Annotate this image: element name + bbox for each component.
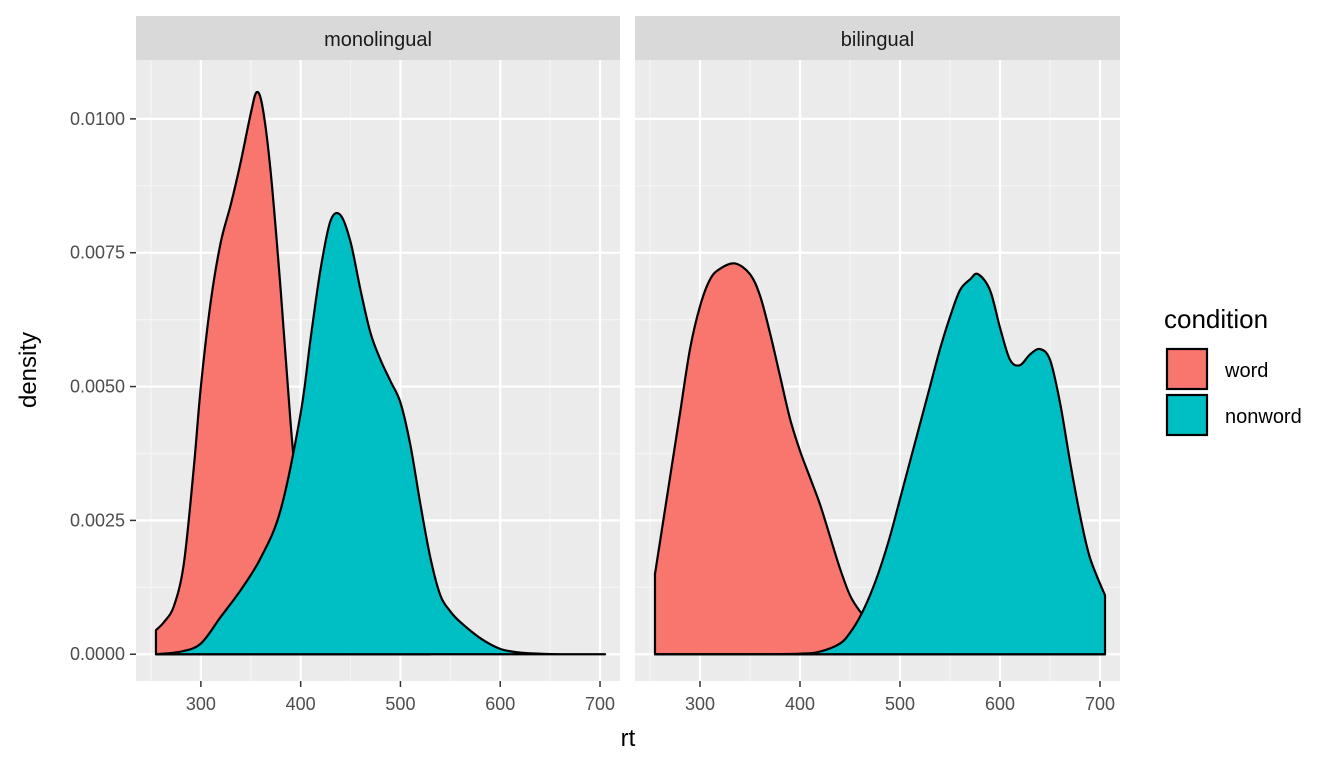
x-tick-label: 500 <box>385 694 415 714</box>
y-tick-label: 0.0050 <box>70 377 125 397</box>
y-tick-label: 0.0025 <box>70 510 125 530</box>
density-areas-bilingual <box>653 262 1107 656</box>
x-tick-label: 400 <box>286 694 316 714</box>
x-tick-label: 700 <box>1085 694 1115 714</box>
y-axis-title: density <box>15 332 42 408</box>
strip-background-bilingual <box>635 16 1120 60</box>
density-area-nonword-monolingual <box>154 211 607 656</box>
panel-monolingual: monolingual <box>136 16 620 681</box>
axes: 300 400 500 600 700 0.0000 0.0025 0.0050 0.0075 0… <box>70 109 1115 714</box>
density-area-nonword-bilingual <box>653 272 1107 656</box>
legend-swatch-nonword <box>1165 393 1209 437</box>
strip-background-monolingual <box>136 16 620 60</box>
x-tick-label: 300 <box>186 694 216 714</box>
x-tick-label: 300 <box>685 694 715 714</box>
legend-entries: word nonword <box>1165 347 1302 437</box>
y-tick-label: 0.0000 <box>70 644 125 664</box>
legend-swatch-word <box>1165 347 1209 391</box>
x-tick-label: 600 <box>985 694 1015 714</box>
strip-label-monolingual: monolingual <box>324 29 432 51</box>
panel-bilingual: bilingual <box>635 16 1120 681</box>
y-tick-label: 0.0100 <box>70 109 125 129</box>
strip-label-bilingual: bilingual <box>841 29 914 51</box>
legend-item-word: word <box>1165 347 1268 391</box>
x-axis-title: rt <box>621 725 636 752</box>
legend-label-word: word <box>1224 360 1268 382</box>
legend-title: condition <box>1164 304 1268 334</box>
y-tick-label: 0.0075 <box>70 243 125 263</box>
legend: condition word nonword <box>1164 304 1302 437</box>
x-tick-label: 400 <box>785 694 815 714</box>
x-tick-label: 600 <box>485 694 515 714</box>
legend-label-nonword: nonword <box>1225 406 1302 428</box>
x-tick-label: 700 <box>585 694 615 714</box>
legend-item-nonword: nonword <box>1165 393 1302 437</box>
x-tick-label: 500 <box>885 694 915 714</box>
density-areas-monolingual <box>154 90 607 656</box>
